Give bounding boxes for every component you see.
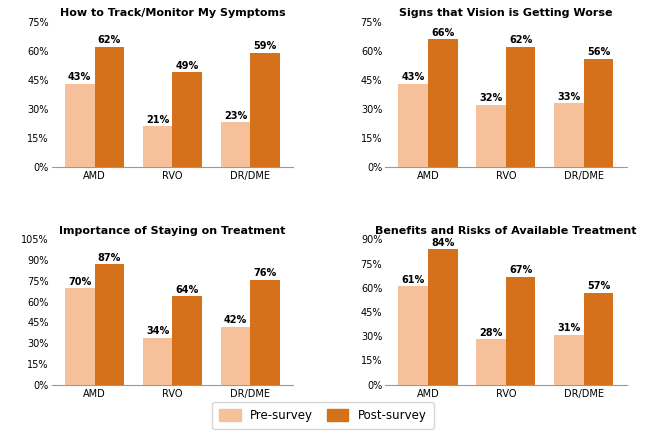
Bar [94,264,124,385]
Text: 43%: 43% [68,72,91,82]
Bar [506,47,536,167]
Bar [251,53,280,167]
Title: Signs that Vision is Getting Worse: Signs that Vision is Getting Worse [399,8,612,18]
Bar [476,105,506,167]
Bar [399,286,428,385]
Bar [506,277,536,385]
Text: 42%: 42% [224,316,247,326]
Text: 33%: 33% [557,91,581,101]
Text: 56%: 56% [587,47,610,57]
Text: 67%: 67% [509,265,532,275]
Title: Importance of Staying on Treatment: Importance of Staying on Treatment [59,226,286,236]
Bar [172,296,202,385]
Bar [143,126,172,167]
Text: 64%: 64% [176,285,199,295]
Text: 32%: 32% [479,94,503,104]
Bar [172,72,202,167]
Bar [428,249,457,385]
Text: 57%: 57% [587,281,610,291]
Text: 21%: 21% [146,115,169,125]
Text: 28%: 28% [479,328,503,338]
Bar [221,326,251,385]
Text: 23%: 23% [224,111,247,121]
Text: 34%: 34% [146,326,169,336]
Bar [584,59,613,167]
Text: 62%: 62% [98,35,121,45]
Legend: Pre-survey, Post-survey: Pre-survey, Post-survey [212,402,434,429]
Text: 66%: 66% [431,28,454,38]
Text: 49%: 49% [176,61,199,71]
Bar [428,39,457,167]
Bar [65,288,94,385]
Text: 62%: 62% [509,35,532,45]
Text: 59%: 59% [254,41,277,51]
Bar [584,293,613,385]
Bar [251,280,280,385]
Bar [65,84,94,167]
Bar [221,122,251,167]
Bar [94,47,124,167]
Bar [554,335,584,385]
Title: How to Track/Monitor My Symptoms: How to Track/Monitor My Symptoms [59,8,286,18]
Text: 84%: 84% [431,238,454,248]
Bar [143,337,172,385]
Text: 70%: 70% [68,277,91,287]
Text: 31%: 31% [557,323,581,333]
Text: 43%: 43% [401,72,424,82]
Title: Benefits and Risks of Available Treatment: Benefits and Risks of Available Treatmen… [375,226,636,236]
Text: 87%: 87% [98,253,121,263]
Text: 61%: 61% [401,275,424,285]
Text: 76%: 76% [254,268,277,278]
Bar [399,84,428,167]
Bar [554,103,584,167]
Bar [476,340,506,385]
